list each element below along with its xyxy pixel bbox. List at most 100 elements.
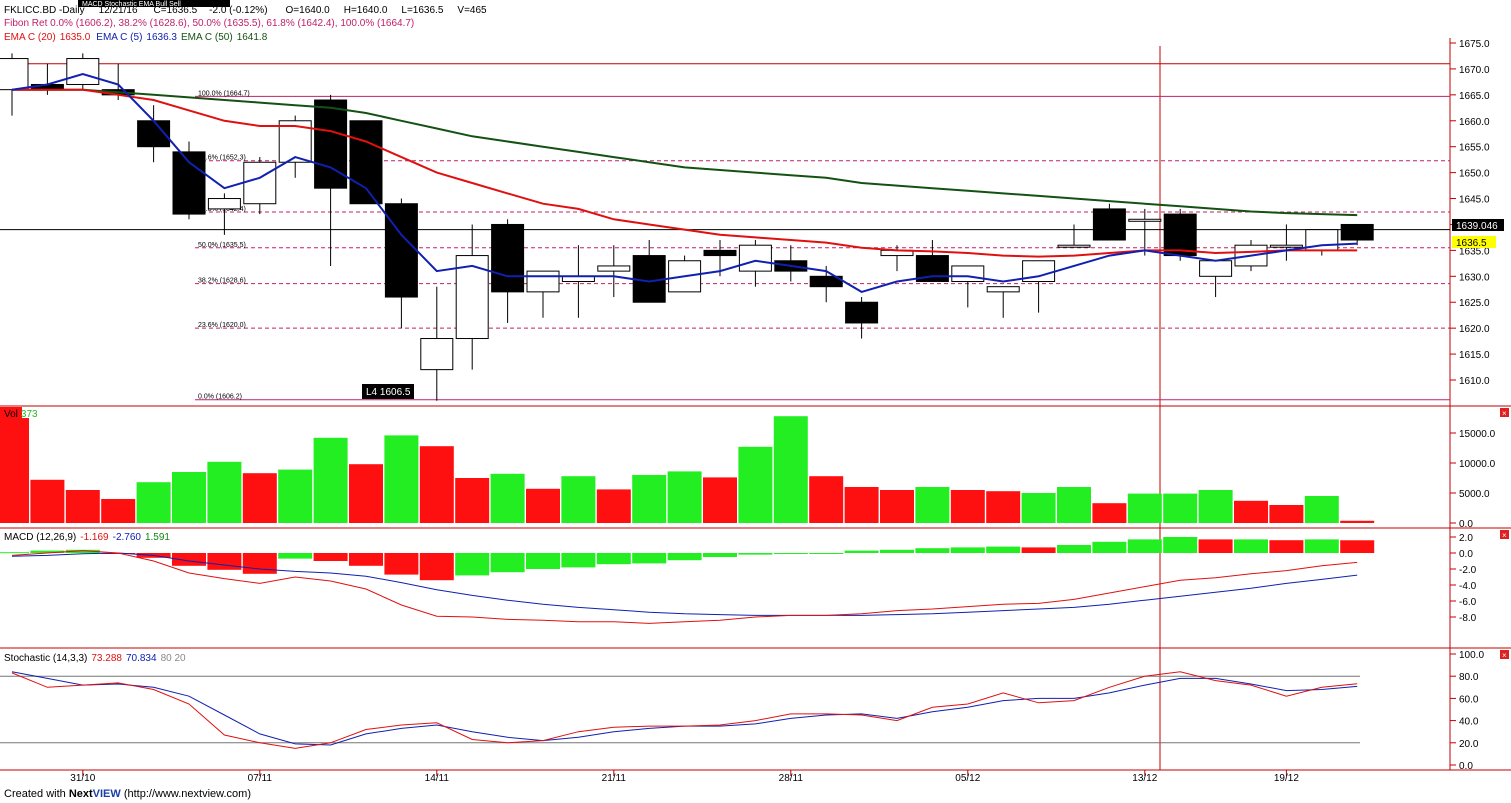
stoch-tick-label: 40.0	[1459, 717, 1479, 728]
price-tick-label: 1660.0	[1459, 117, 1490, 128]
volume-bar	[1127, 493, 1162, 523]
candle-body	[845, 301, 879, 324]
candle	[845, 297, 879, 339]
macd-histogram-bar	[1021, 547, 1056, 553]
macd-histogram-bar	[1304, 539, 1339, 553]
candle-body	[1163, 213, 1197, 257]
low-annotation-box	[362, 384, 414, 399]
volume-bar	[490, 473, 525, 523]
close-icon: ×	[1502, 531, 1507, 540]
macd-histogram-bar	[915, 548, 950, 553]
macd-histogram-bar	[738, 553, 773, 555]
ema50-line	[12, 88, 1358, 217]
stoch-tick-label: 0.0	[1459, 761, 1473, 772]
macd-line	[11, 550, 1358, 624]
candle-body	[986, 286, 1020, 293]
candle-body	[491, 223, 525, 293]
macd-tick-label: -8.0	[1459, 613, 1477, 624]
volume-legend: Vol 373	[4, 409, 38, 420]
close-icon: ×	[1502, 651, 1507, 660]
horizontal-lines	[0, 63, 1450, 231]
price-tick-label: 1645.0	[1459, 195, 1490, 206]
volume-bar	[455, 478, 490, 523]
stochastic-series	[0, 671, 1360, 749]
macd-histogram-bar	[1127, 539, 1162, 553]
candle-body	[703, 249, 737, 257]
candle	[597, 245, 631, 298]
price-tick-label: 1615.0	[1459, 350, 1490, 361]
macd-histogram-bar	[419, 553, 454, 581]
macd-tick-label: -4.0	[1459, 581, 1477, 592]
candle-body	[1057, 244, 1091, 248]
template-tab-label[interactable]: MACD Stochastic EMA Bull Sell	[82, 1, 181, 8]
macd-histogram-bar	[1092, 541, 1127, 553]
price-tick-label: 1670.0	[1459, 65, 1490, 76]
volume-bar	[703, 477, 737, 523]
candle	[986, 286, 1020, 318]
volume-bar	[844, 487, 879, 523]
candle-body	[66, 58, 100, 85]
current-price-box	[1452, 236, 1496, 248]
footer-url[interactable]: (http://www.nextview.com)	[120, 788, 251, 800]
panel-frames	[0, 38, 1511, 771]
stoch-panel-close-button[interactable]: ×	[1500, 650, 1509, 660]
macd-signal-line	[11, 552, 1358, 616]
candle-body	[420, 338, 454, 371]
volume-bar	[915, 487, 950, 523]
macd-histogram-bar	[773, 553, 808, 554]
macd-panel-close-button[interactable]: ×	[1500, 530, 1509, 540]
macd-tick-label: -2.0	[1459, 565, 1477, 576]
macd-histogram-bar	[632, 553, 667, 564]
candle	[632, 240, 666, 303]
volume-bar	[349, 464, 383, 523]
macd-histogram-bar	[30, 550, 65, 553]
volume-bar	[561, 476, 596, 523]
candle	[207, 193, 241, 235]
candle	[243, 157, 277, 215]
volume-bars	[0, 416, 1375, 523]
candle-body	[1199, 260, 1233, 277]
fib-level-label: 23.6% (1620.0)	[198, 322, 246, 329]
volume-bar	[1057, 487, 1091, 523]
candle-body	[1128, 218, 1162, 222]
candle-body	[349, 120, 383, 205]
candle-body	[1092, 208, 1126, 241]
ema-lines	[11, 73, 1358, 293]
macd-histogram-bar	[0, 552, 29, 554]
x-tick-label: 28/11	[779, 773, 804, 784]
fib-level-label: 0.0% (1606.2)	[198, 394, 242, 401]
candle	[1128, 208, 1162, 256]
ema-legend: EMA C (20) 1635.0 EMA C (5) 1636.3 EMA C (50…	[4, 32, 268, 43]
candle	[172, 141, 206, 220]
last-price-label: 1639.046	[1456, 221, 1498, 232]
stochastic-legend: Stochastic (14,3,3) 73.288 70.834 80 20	[4, 653, 186, 664]
x-axis: 31/10 07/11 14/11 21/11 28/11 05/12 13/12 19/12	[70, 770, 1299, 784]
footer-prefix: Created with	[4, 788, 69, 800]
volume-bar	[136, 482, 171, 523]
candle-body	[384, 203, 418, 298]
volume-bar	[101, 499, 136, 523]
macd-histogram-bar	[1234, 539, 1268, 553]
fibonacci-legend: Fibon Ret 0.0% (1606.2), 38.2% (1628.6),…	[4, 18, 414, 29]
macd-histogram-bar	[172, 553, 206, 566]
template-tab-background[interactable]	[78, 0, 230, 7]
volume-bar	[242, 473, 277, 523]
footer-credit: Created with NextVIEW (http://www.nextvi…	[4, 788, 251, 800]
volume-bar	[880, 490, 914, 523]
ema5-line	[11, 73, 1358, 293]
macd-histogram-bar	[880, 549, 914, 553]
volume-bar	[986, 491, 1021, 523]
candle	[278, 115, 312, 178]
candle	[1057, 224, 1091, 248]
candle	[1269, 224, 1303, 261]
macd-histogram-bar	[950, 547, 985, 553]
volume-bar	[1163, 493, 1198, 523]
volume-panel-close-button[interactable]: ×	[1500, 408, 1509, 418]
x-tick-label: 05/12	[955, 773, 980, 784]
macd-tick-label: -6.0	[1459, 597, 1477, 608]
macd-histogram-bar	[703, 553, 737, 557]
macd-histogram-bar	[349, 553, 383, 566]
candle	[66, 53, 100, 90]
volume-bar	[632, 475, 667, 523]
